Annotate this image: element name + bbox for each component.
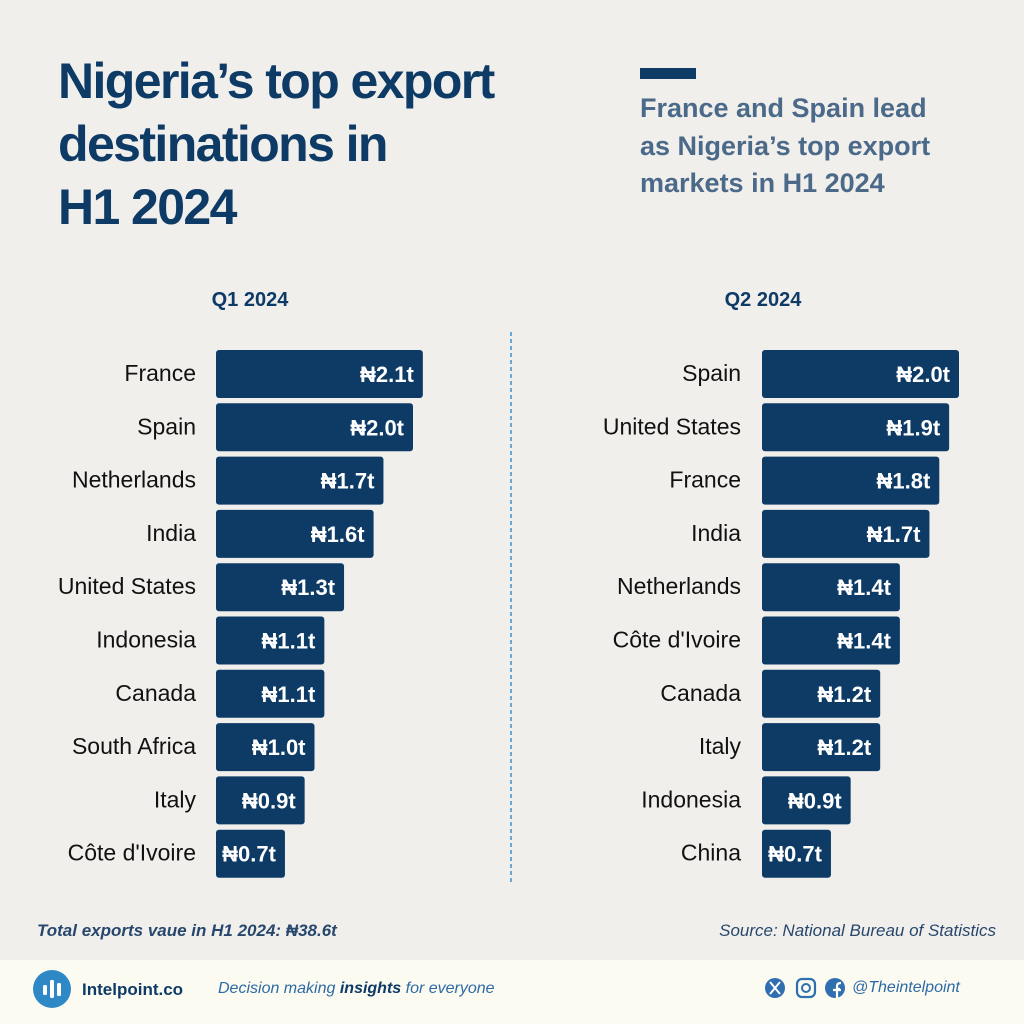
category-label: Indonesia: [96, 627, 196, 653]
bar: [216, 669, 325, 718]
tagline: Decision making insights for everyone: [218, 980, 495, 998]
logo: [33, 970, 71, 1008]
category-label: India: [691, 520, 741, 546]
category-label: Spain: [682, 360, 741, 386]
title-line: destinations in: [58, 116, 388, 172]
bar: [216, 776, 305, 825]
bar: [216, 509, 374, 558]
tagline-emphasis: insights: [339, 980, 402, 997]
value-label: ₦1.2t: [817, 682, 871, 707]
category-label: Netherlands: [72, 467, 196, 493]
category-label: India: [146, 520, 196, 546]
bar: [216, 350, 423, 398]
value-label: ₦1.6t: [311, 522, 365, 547]
value-label: ₦1.8t: [877, 469, 931, 494]
value-label: ₦1.7t: [321, 469, 375, 494]
value-label: ₦2.1t: [360, 362, 414, 387]
handle: @Theintelpoint: [852, 979, 960, 996]
category-label: Côte d'Ivoire: [68, 840, 196, 866]
bar: [762, 616, 900, 665]
brand: Intelpoint.co: [82, 980, 184, 999]
category-label: Italy: [154, 786, 197, 812]
category-label: South Africa: [72, 733, 196, 759]
value-label: ₦0.7t: [222, 842, 276, 867]
bar: [216, 829, 285, 878]
social-icons: [765, 977, 845, 999]
bar: [762, 456, 940, 505]
bar: [762, 829, 831, 878]
category-label: Netherlands: [617, 573, 741, 599]
value-label: ₦2.0t: [896, 362, 950, 387]
category-label: Canada: [660, 680, 741, 706]
bar: [762, 350, 959, 398]
bar: [216, 723, 315, 772]
value-label: ₦0.7t: [768, 842, 822, 867]
bar: [216, 403, 413, 452]
value-label: ₦2.0t: [350, 415, 404, 440]
source: Source: National Bureau of Statistics: [719, 921, 996, 940]
bar: [762, 509, 930, 558]
value-label: ₦1.9t: [886, 415, 940, 440]
accent-bar: [640, 68, 696, 79]
footer: Intelpoint.co Decision making insights f…: [0, 960, 1024, 1024]
category-label: Côte d'Ivoire: [613, 627, 741, 653]
title: Nigeria’s top export destinations in H1 …: [58, 50, 495, 239]
subtitle: France and Spain lead as Nigeria’s top e…: [640, 90, 930, 203]
value-label: ₦0.9t: [788, 788, 842, 813]
category-label: Canada: [115, 680, 196, 706]
category-label: France: [124, 360, 196, 386]
value-label: ₦0.9t: [242, 788, 296, 813]
chart-title: Q2 2024: [725, 289, 803, 311]
category-label: United States: [58, 573, 196, 599]
category-label: Spain: [137, 413, 196, 439]
bar: [216, 563, 345, 612]
bar: [762, 403, 950, 452]
charts: Q1 2024 France ₦2.1t Spain ₦2.0t Netherlands ₦…: [58, 289, 959, 884]
value-label: ₦1.7t: [867, 522, 921, 547]
value-label: ₦1.1t: [262, 682, 316, 707]
bar: [762, 669, 881, 718]
bar: [216, 616, 325, 665]
subtitle-line: markets in H1 2024: [640, 168, 885, 198]
tagline-text: Decision making: [218, 980, 336, 997]
title-line: H1 2024: [58, 179, 237, 235]
category-label: China: [681, 840, 741, 866]
value-label: ₦1.0t: [252, 735, 306, 760]
title-line: Nigeria’s top export: [58, 53, 495, 109]
bar: [762, 776, 851, 825]
category-label: Indonesia: [641, 786, 741, 812]
value-label: ₦1.2t: [817, 735, 871, 760]
bar: [762, 563, 900, 612]
value-label: ₦1.4t: [837, 629, 891, 654]
tagline-text: for everyone: [405, 980, 495, 997]
value-label: ₦1.1t: [262, 629, 316, 654]
footnote: Total exports vaue in H1 2024: ₦38.6t: [37, 921, 337, 940]
value-label: ₦1.4t: [837, 575, 891, 600]
value-label: ₦1.3t: [281, 575, 335, 600]
category-label: France: [669, 467, 741, 493]
chart-title: Q1 2024: [212, 289, 290, 311]
category-label: Italy: [699, 733, 742, 759]
subtitle-line: France and Spain lead: [640, 93, 927, 123]
category-label: United States: [603, 413, 741, 439]
subtitle-line: as Nigeria’s top export: [640, 130, 931, 161]
bar: [216, 456, 384, 505]
bar: [762, 723, 881, 772]
